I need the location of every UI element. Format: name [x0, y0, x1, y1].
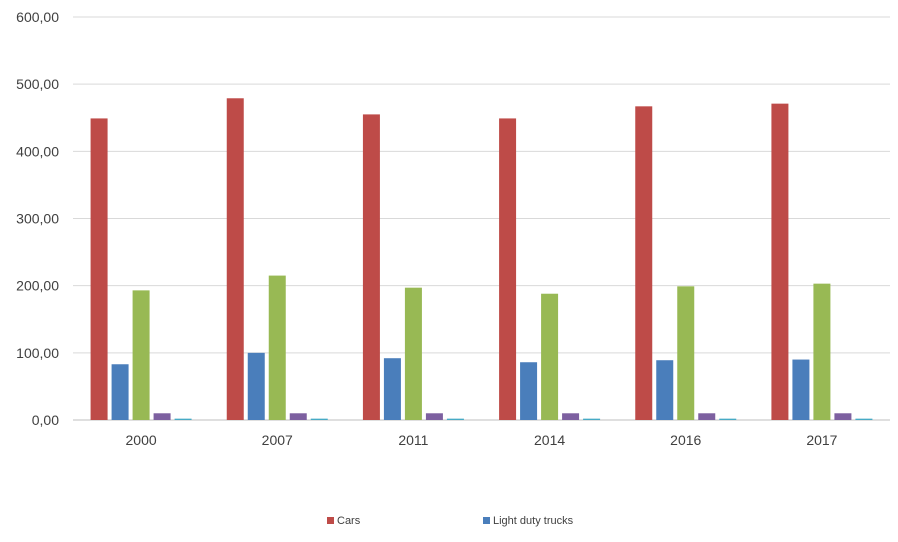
bar-series-2-2007	[268, 275, 286, 420]
y-tick-label: 0,00	[32, 412, 59, 428]
legend-label: Light duty trucks	[493, 515, 574, 527]
legend-swatch	[483, 517, 490, 524]
bar-series-3-2016	[698, 413, 716, 420]
x-tick-label: 2016	[670, 432, 701, 448]
y-axis-tick-labels: 0,00 100,00 200,00 300,00 400,00 500,00 600,00	[16, 9, 59, 428]
bar-series-0-2017	[771, 103, 789, 421]
bar-series-2-2000	[132, 290, 150, 420]
bar-series-1-2007	[247, 352, 265, 420]
bar-series-3-2000	[153, 413, 171, 420]
bar-series-0-2014	[499, 118, 517, 421]
bar-series-0-2016	[635, 106, 653, 420]
legend: Cars Light duty trucks	[327, 515, 574, 527]
y-tick-label: 300,00	[16, 211, 59, 227]
bar-series-4-2014	[583, 418, 601, 420]
x-tick-label: 2017	[806, 432, 837, 448]
x-tick-label: 2007	[262, 432, 293, 448]
bar-series-4-2000	[174, 418, 192, 420]
bar-series-1-2000	[111, 364, 129, 420]
bar-series-3-2007	[289, 413, 307, 420]
bars	[90, 98, 873, 421]
bar-series-4-2017	[855, 418, 873, 420]
y-tick-label: 600,00	[16, 9, 59, 25]
bar-series-4-2007	[310, 418, 328, 420]
x-axis-tick-labels: 2000 2007 2011 2014 2016 2017	[126, 432, 838, 448]
bar-series-1-2017	[792, 359, 810, 420]
bar-series-3-2017	[834, 413, 852, 420]
bar-series-3-2014	[562, 413, 580, 420]
bar-series-2-2011	[404, 287, 422, 420]
x-tick-label: 2014	[534, 432, 565, 448]
gridlines	[73, 16, 890, 421]
y-tick-label: 500,00	[16, 76, 59, 92]
legend-swatch	[327, 517, 334, 524]
legend-label: Cars	[337, 515, 361, 527]
bar-series-0-2000	[90, 118, 108, 421]
bar-series-3-2011	[425, 413, 443, 420]
y-tick-label: 400,00	[16, 143, 59, 159]
bar-series-2-2014	[541, 293, 559, 420]
bar-series-0-2007	[226, 98, 244, 420]
x-tick-label: 2011	[398, 432, 428, 448]
bar-series-1-2014	[520, 362, 538, 420]
bar-series-1-2011	[383, 358, 401, 420]
bar-series-2-2017	[813, 283, 831, 420]
bar-series-4-2011	[446, 418, 464, 420]
y-tick-label: 200,00	[16, 278, 59, 294]
x-tick-label: 2000	[126, 432, 157, 448]
bar-series-0-2011	[362, 114, 380, 421]
bar-series-2-2016	[677, 286, 695, 420]
bar-series-1-2016	[656, 360, 674, 420]
y-tick-label: 100,00	[16, 345, 59, 361]
bar-series-4-2016	[719, 418, 737, 420]
